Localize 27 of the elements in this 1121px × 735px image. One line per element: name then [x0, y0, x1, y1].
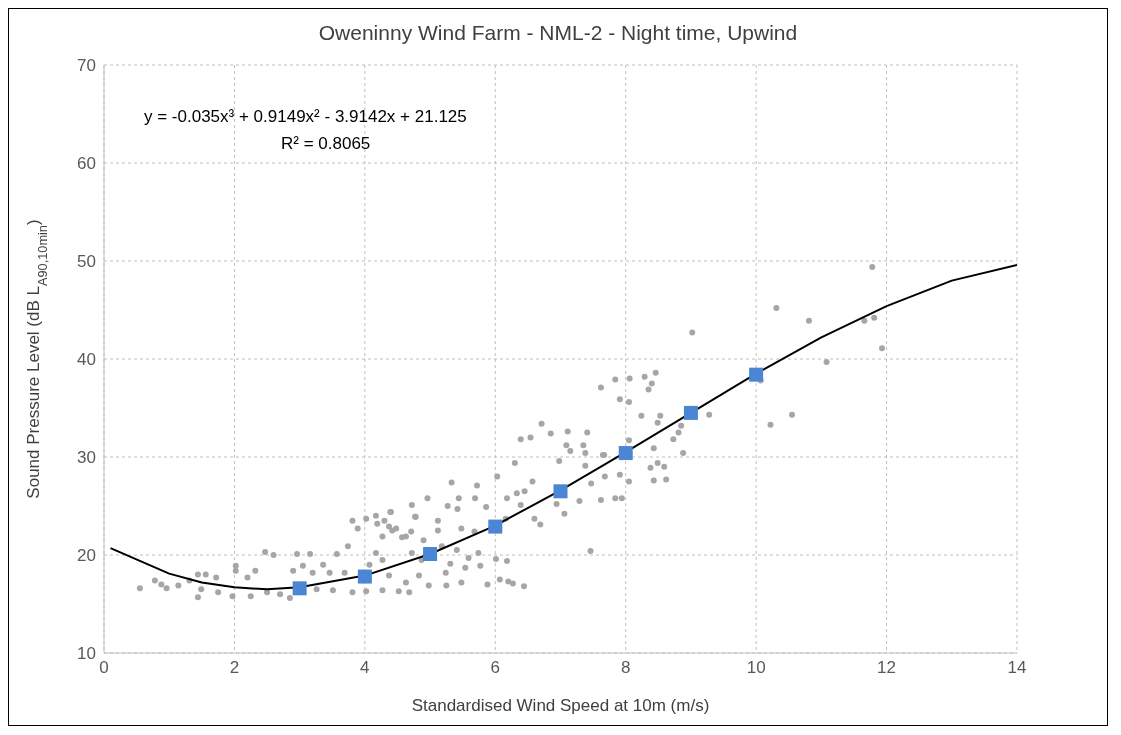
- point: [553, 484, 568, 499]
- y-tick-label: 50: [77, 252, 96, 272]
- x-tick-label: 14: [1007, 658, 1027, 678]
- x-tick-label: 10: [746, 658, 766, 678]
- y-tick-label: 60: [77, 154, 96, 174]
- y-tick-label: 10: [77, 644, 96, 664]
- x-tick-label: 4: [360, 658, 370, 678]
- y-tick-label: 70: [77, 56, 96, 76]
- point: [618, 446, 633, 461]
- x-tick-label: 6: [490, 658, 501, 678]
- x-tick-label: 0: [99, 658, 109, 678]
- point: [488, 519, 503, 534]
- y-tick-label: 20: [77, 546, 96, 566]
- point: [423, 547, 438, 562]
- annotation: y = -0.035x³ + 0.9149x² - 3.9142x + 21.125: [144, 107, 467, 127]
- x-tick-label: 8: [620, 658, 631, 678]
- point: [357, 569, 372, 584]
- x-tick-label: 12: [877, 658, 897, 678]
- chart-title: Oweninny Wind Farm - NML-2 - Night time, Upwind: [317, 20, 799, 46]
- y-tick-label: 40: [77, 350, 96, 370]
- point: [683, 405, 698, 420]
- x-tick-label: 2: [229, 658, 240, 678]
- point: [749, 367, 764, 382]
- y-tick-label: 30: [77, 448, 96, 468]
- point: [292, 581, 307, 596]
- annotation: R² = 0.8065: [281, 134, 371, 154]
- x-axis-title: Standardised Wind Speed at 10m (m/s): [411, 696, 710, 715]
